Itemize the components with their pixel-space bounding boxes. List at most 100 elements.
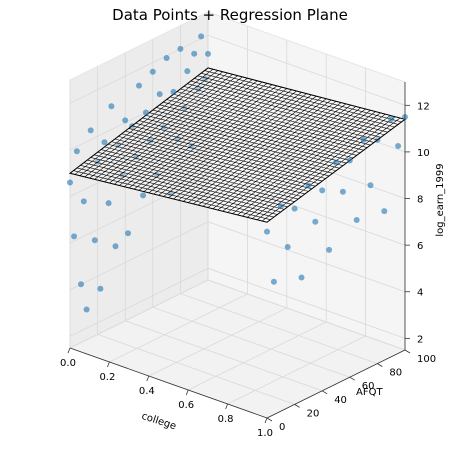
x-tick-label: 0.6 [178, 400, 194, 411]
data-point [71, 233, 78, 240]
plane-line [166, 99, 364, 151]
data-point [264, 228, 270, 235]
plane-line [247, 113, 386, 218]
plane-line [149, 112, 347, 164]
y-tick-label: 40 [334, 395, 347, 406]
y-gridline [179, 25, 378, 364]
data-point [360, 136, 367, 143]
data-point [122, 117, 129, 124]
plane-line [194, 78, 392, 130]
x-tick-mark [107, 361, 110, 368]
plane-line [152, 109, 350, 161]
data-point [353, 217, 360, 223]
data-point [367, 182, 374, 189]
y-axis-label: AFQT [356, 387, 383, 398]
data-point [156, 91, 163, 98]
data-point [91, 237, 98, 244]
z-tick-label: 2 [417, 334, 423, 345]
data-point [270, 278, 277, 285]
y-tick-mark [404, 349, 411, 354]
data-point [291, 205, 298, 212]
plane-line [207, 67, 406, 120]
plane-line [190, 80, 388, 133]
data-point [346, 157, 353, 164]
plane-line [138, 120, 337, 172]
plane-line [142, 117, 340, 169]
data-point [80, 198, 87, 205]
data-point [339, 188, 346, 195]
z-tick-label: 10 [417, 148, 430, 159]
data-point [108, 103, 115, 110]
tick-labels: 0.0 0.2 0.4 0.6 0.8 1.0 0 20 40 60 80 100 2 4 6 8 10 12 [60, 101, 436, 439]
y-axis-line [266, 349, 406, 419]
plane-line [145, 115, 343, 166]
plane-line [201, 72, 399, 125]
data-point [136, 82, 142, 89]
data-point [170, 88, 177, 95]
plane-line [187, 83, 385, 136]
z-gridline [69, 128, 406, 199]
y-tick-label: 80 [389, 368, 402, 379]
plane-line [197, 101, 337, 206]
plane-line [217, 106, 356, 211]
data-point [105, 200, 112, 207]
data-point [277, 203, 284, 210]
data-point [177, 45, 184, 52]
plane-line [222, 107, 361, 212]
data-point [388, 116, 395, 123]
x-tick-label: 0.0 [60, 358, 76, 369]
x-tick-mark [67, 347, 71, 354]
data-point [67, 179, 73, 186]
data-point [381, 208, 388, 215]
data-point [395, 143, 402, 149]
data-point [319, 187, 326, 194]
plane-line [183, 86, 381, 138]
plane-line [183, 97, 322, 202]
plane-line [156, 107, 354, 159]
data-point [97, 285, 104, 292]
data-point [163, 55, 170, 61]
plane-line [242, 112, 381, 217]
plane-line [252, 115, 391, 219]
y-gridline [152, 39, 350, 378]
plane-line [159, 104, 357, 156]
x-axis-line [69, 347, 268, 419]
x-tick-mark [264, 417, 268, 424]
x-axis-label: college [140, 411, 177, 433]
plane-line [207, 103, 347, 208]
x-tick-mark [185, 389, 189, 396]
plane-line [202, 102, 342, 207]
data-point [284, 244, 291, 250]
y-gridline [207, 12, 406, 351]
plane-line [212, 104, 352, 210]
plane-line [163, 101, 361, 154]
z-tick-label: 4 [417, 288, 423, 299]
x-tick-label: 0.8 [218, 414, 234, 425]
data-point [184, 68, 191, 75]
data-point [326, 246, 333, 253]
x-tick-label: 1.0 [257, 428, 273, 439]
z-gridline [69, 221, 406, 293]
plane-line [173, 94, 312, 200]
z-gridline [69, 267, 406, 339]
y-tick-label: 60 [362, 381, 375, 392]
data-point [140, 192, 147, 199]
plane-line [237, 111, 376, 216]
plane-line [176, 91, 375, 143]
z-axis-label: log_earn_1999 [435, 163, 446, 236]
data-point [142, 109, 149, 116]
data-point [149, 68, 156, 75]
plane-line [197, 75, 395, 128]
chart-title: Data Points + Regression Plane [112, 6, 348, 24]
data-point [112, 243, 119, 250]
data-point [198, 33, 205, 40]
y-gridline [124, 52, 323, 392]
z-gridline [69, 34, 406, 106]
x-tick-mark [146, 375, 150, 382]
x-tick-label: 0.2 [99, 372, 115, 383]
y-tick-label: 20 [307, 408, 320, 419]
data-point [333, 159, 339, 166]
y-tick-label: 100 [417, 354, 436, 365]
plane-line [173, 93, 371, 146]
